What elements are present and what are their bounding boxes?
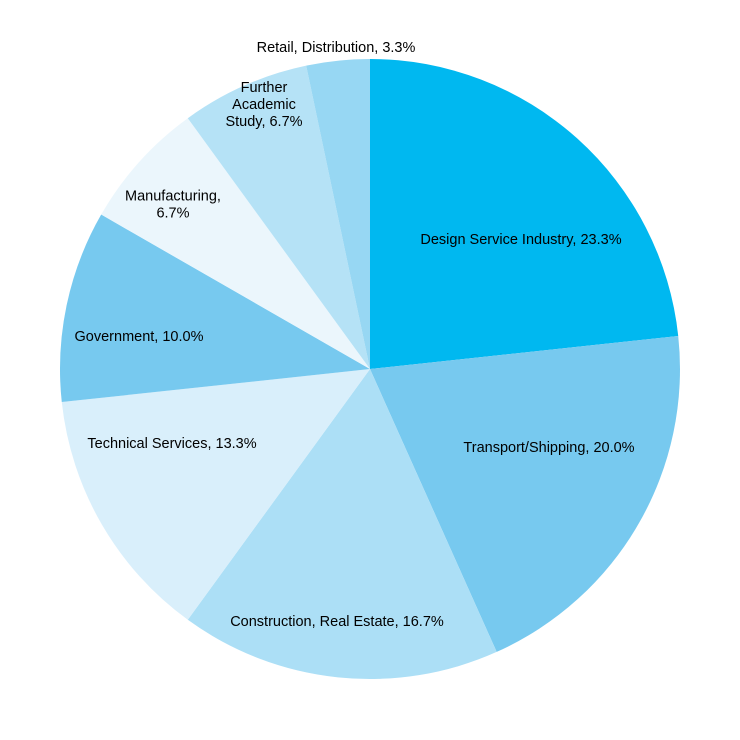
pie-label-line: Academic bbox=[232, 97, 296, 113]
pie-label-line: Design Service Industry, 23.3% bbox=[420, 232, 621, 248]
pie-slice-transport-shipping bbox=[370, 335, 680, 652]
pie-slice-retail-distribution bbox=[306, 59, 370, 369]
pie-label-line: Study, 6.7% bbox=[225, 114, 302, 130]
pie-label-government: Government, 10.0% bbox=[75, 329, 204, 345]
pie-label-manufacturing: Manufacturing, 6.7% bbox=[125, 189, 221, 222]
pie-label-line: Transport/Shipping, 20.0% bbox=[463, 440, 634, 456]
pie-slice-manufacturing bbox=[101, 118, 371, 369]
pie-slice-construction-real-estate bbox=[187, 369, 497, 679]
pie-label-line: Construction, Real Estate, 16.7% bbox=[230, 614, 444, 630]
pie-slice-design-service-industry bbox=[370, 59, 679, 369]
pie-label-line: Manufacturing, bbox=[125, 189, 221, 205]
pie-slice-further-academic-study bbox=[187, 65, 370, 369]
pie-label-construction-real-estate: Construction, Real Estate, 16.7% bbox=[230, 614, 444, 630]
pie-label-line: Government, 10.0% bbox=[75, 329, 204, 345]
pie-slice-technical-services bbox=[61, 369, 371, 620]
pie-label-retail-distribution: Retail, Distribution, 3.3% bbox=[257, 40, 416, 56]
pie-label-line: Technical Services, 13.3% bbox=[87, 436, 256, 452]
pie-slice-government bbox=[60, 214, 371, 403]
pie-label-further-academic-study: Further Academic Study, 6.7% bbox=[225, 80, 302, 130]
pie-label-line: 6.7% bbox=[156, 206, 189, 222]
pie-label-technical-services: Technical Services, 13.3% bbox=[87, 436, 256, 452]
pie-label-transport-shipping: Transport/Shipping, 20.0% bbox=[463, 440, 634, 456]
pie-label-line: Retail, Distribution, 3.3% bbox=[257, 40, 416, 56]
pie-label-line: Further bbox=[241, 80, 288, 96]
pie-label-design-service-industry: Design Service Industry, 23.3% bbox=[420, 232, 621, 248]
